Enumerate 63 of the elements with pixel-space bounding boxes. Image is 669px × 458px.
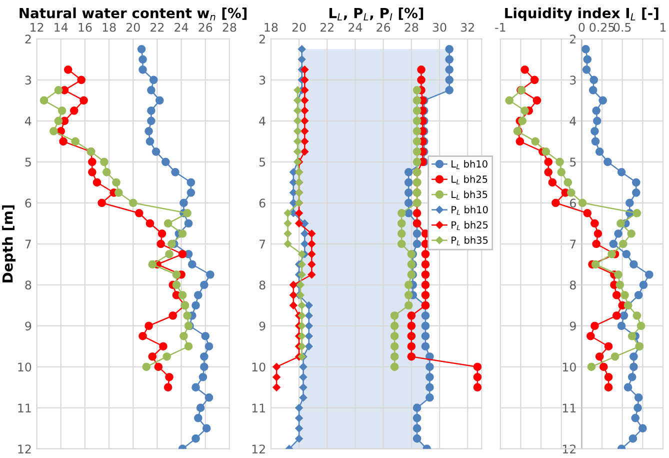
- y-tick-label: 8: [570, 280, 576, 290]
- x-tick-label: 22: [150, 22, 164, 32]
- y-tick-label: 3: [259, 76, 266, 85]
- x-tick-label: 0: [578, 22, 585, 32]
- x-tick-label: 20: [126, 22, 140, 32]
- y-tick-label: 3: [570, 76, 576, 85]
- y-tick-label: 9: [259, 322, 266, 331]
- y-tick-label: 11: [18, 404, 31, 412]
- y-tick-label: 9: [570, 322, 576, 331]
- y-tick-label: 5: [25, 158, 31, 167]
- y-tick-label: 12: [562, 444, 576, 454]
- y-tick-label: 4: [570, 116, 576, 126]
- y-tick-label: 4: [25, 116, 32, 126]
- legend-label: L$_{L}$ bh10: [452, 160, 488, 170]
- x-tick-label: 24: [174, 22, 188, 32]
- y-axis-title: Depth [m]: [2, 205, 16, 282]
- y-tick-label: 11: [252, 404, 265, 412]
- y-tick-label: 4: [259, 116, 266, 126]
- y-tick-label: 6: [25, 198, 32, 208]
- x-tick-label: 28: [404, 22, 418, 32]
- y-tick-label: 11: [562, 404, 576, 412]
- x-tick-label: 18: [102, 22, 116, 32]
- y-tick-label: 2: [259, 34, 265, 44]
- y-tick-label: 10: [18, 362, 32, 372]
- legend-label: P$_{L}$ bh25: [452, 221, 488, 230]
- x-tick-label: 0.25: [590, 22, 614, 32]
- x-tick-label: 16: [78, 22, 92, 32]
- y-tick-label: 12: [252, 444, 265, 454]
- x-tick-label: 18: [264, 22, 278, 32]
- y-tick-label: 6: [570, 198, 576, 208]
- x-tick-label: -1: [495, 23, 506, 32]
- y-tick-label: 10: [562, 362, 576, 372]
- x-tick-label: 20: [292, 22, 306, 32]
- legend-label: P$_{L}$ bh10: [452, 206, 488, 215]
- y-tick-label: 10: [252, 362, 266, 372]
- y-tick-label: 6: [259, 198, 266, 208]
- x-tick-label: 1: [660, 23, 666, 32]
- y-tick-label: 12: [18, 444, 31, 454]
- x-tick-label: 30: [432, 22, 446, 32]
- chart-title: Liquidity index I$_{L}$ [-]: [505, 8, 658, 22]
- y-tick-label: 7: [570, 240, 576, 248]
- legend-label: L$_{L}$ bh35: [452, 190, 488, 200]
- x-tick-label: 26: [198, 22, 212, 32]
- x-tick-label: 26: [376, 22, 390, 32]
- chart-title: L$_{L}$, P$_{L}$, P$_{I}$ [%]: [329, 8, 424, 20]
- chart-title: Natural water content w$_{n}$ [%]: [20, 8, 247, 20]
- legend-label: P$_{L}$ bh35: [452, 236, 488, 246]
- y-tick-label: 9: [25, 322, 32, 331]
- y-tick-label: 3: [25, 76, 31, 85]
- x-tick-label: 0.5: [614, 22, 631, 32]
- y-tick-label: 8: [25, 280, 32, 290]
- y-tick-label: 7: [25, 240, 31, 248]
- y-tick-label: 5: [259, 158, 266, 167]
- legend-label: L$_{L}$ bh25: [452, 175, 488, 184]
- y-tick-label: 5: [570, 158, 576, 167]
- x-tick-label: 14: [54, 23, 68, 32]
- x-tick-label: 22: [320, 22, 334, 32]
- y-tick-label: 8: [259, 280, 266, 290]
- x-tick-label: 24: [348, 22, 362, 32]
- y-tick-label: 2: [25, 34, 31, 44]
- x-tick-label: 28: [222, 22, 236, 32]
- x-tick-label: 32: [461, 22, 474, 32]
- y-tick-label: 7: [260, 240, 266, 248]
